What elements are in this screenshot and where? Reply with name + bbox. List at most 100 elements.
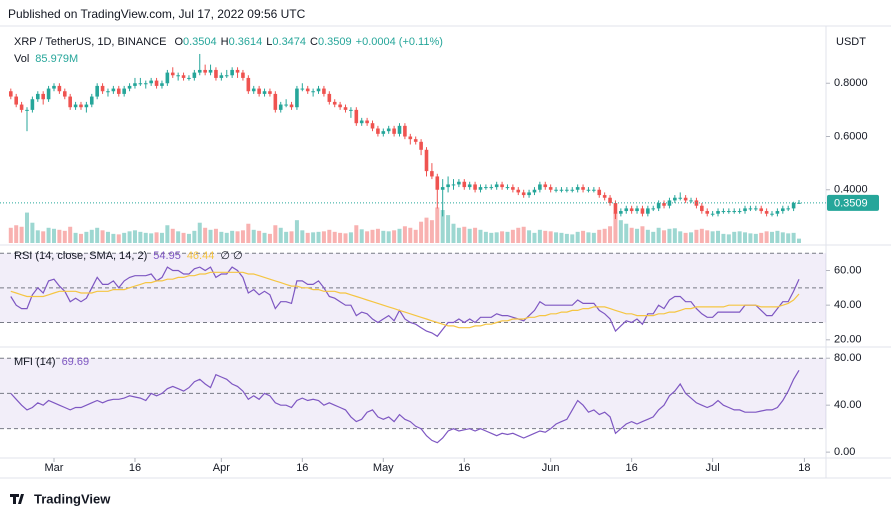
volume-bar [554,232,559,243]
x-tick-label: 16 [626,462,638,474]
candle-body [52,85,56,89]
volume-bar [575,231,580,243]
symbol: XRP / TetherUS, 1D, BINANCE [14,36,166,48]
candle-body [430,171,434,177]
y-tick-label: 40.00 [834,399,862,411]
rsi-legend: RSI (14, close, SMA, 14, 2) 54.95 46.44 ∅ ∅ [14,250,243,262]
rsi-title: RSI (14, close, SMA, 14, 2) [14,250,147,262]
candle-body [629,208,634,212]
volume-bar [235,231,240,243]
ohlc-value: 0.3614 [229,36,263,48]
volume-bar [705,230,710,243]
candle-body [532,189,537,193]
volume-bar [262,232,267,243]
x-tick-label: Jun [542,462,560,474]
volume-bar [386,231,391,243]
volume-value: 85.979M [35,53,78,65]
y-tick-label: 80.00 [834,352,862,364]
volume-bar [413,229,418,243]
candle-body [262,91,267,94]
candle-body [106,91,110,93]
candle-body [727,211,731,213]
candle-body [494,184,499,188]
volume-bar [710,231,715,243]
volume-bar [543,230,548,243]
volume-bar [132,230,137,243]
candle-body [473,184,477,190]
candle-body [89,96,94,105]
volume-bar [197,222,202,243]
volume-bar [483,231,488,243]
volume-bar [419,221,424,243]
volume-bar [732,231,737,243]
volume-bar [273,225,278,243]
candle-body [100,85,105,92]
volume-bar [251,229,256,243]
ohlc-letter: O [174,36,183,48]
candle-body [235,69,240,73]
x-tick-label: 16 [129,462,141,474]
candle-body [154,80,159,86]
volume-legend: Vol 85.979M [14,53,78,65]
volume-bar [564,233,569,243]
candle-body [646,208,650,214]
volume-bar [257,230,262,243]
volume-bar [505,231,510,243]
volume-bar [278,227,283,243]
candle-body [289,104,294,108]
candle-body [46,88,51,100]
volume-bar [532,232,537,243]
volume-bar [429,220,434,243]
last-price-tag [827,194,879,211]
volume-bar [656,227,661,243]
candle-body [764,211,769,214]
candle-body [640,208,645,214]
rsi-sma-value: 46.44 [187,250,215,262]
candle-body [73,104,78,108]
volume-bar [397,228,402,243]
candle-body [116,88,121,94]
candle-body [700,205,704,212]
volume-bar [375,228,380,243]
candle-body [327,93,332,102]
candle-body [408,136,413,140]
candle-body [516,189,521,193]
candle-body [613,203,618,214]
volume-bar [759,232,764,243]
mfi-legend: MFI (14) 69.69 [14,356,89,368]
volume-bar [489,232,494,243]
candle-body [343,107,348,110]
candle-body [230,69,234,76]
ohlc-value: 0.3474 [272,36,306,48]
candle-body [68,96,72,108]
candle-body [597,189,602,196]
footer-brand: TradingView [34,491,111,506]
volume-bar [332,231,337,243]
candle-body [624,208,629,212]
volume-bar [327,229,332,243]
candle-body [689,200,693,202]
ohlc-letter: H [221,36,229,48]
candle-body [143,83,148,85]
rsi-na: ∅ ∅ [220,250,242,262]
candle-body [559,189,564,191]
volume-bar [370,229,375,243]
candle-body [219,75,224,78]
volume-bar [780,232,785,243]
volume-bar [699,228,704,243]
volume-bar [338,232,343,243]
candle-body [181,75,186,78]
candle-body [440,187,445,190]
candle-body [543,184,548,188]
volume-bar [127,231,132,243]
volume-bar [311,232,316,243]
volume-bar [89,229,94,243]
candle-body [721,211,726,213]
candle-body [295,88,299,108]
x-tick-label: 16 [296,462,308,474]
candle-body [759,208,764,212]
y-tick-label: 40.00 [834,299,862,311]
last-price-label: 0.3509 [834,198,868,210]
volume-bar [149,233,154,243]
volume-bar [651,231,656,243]
